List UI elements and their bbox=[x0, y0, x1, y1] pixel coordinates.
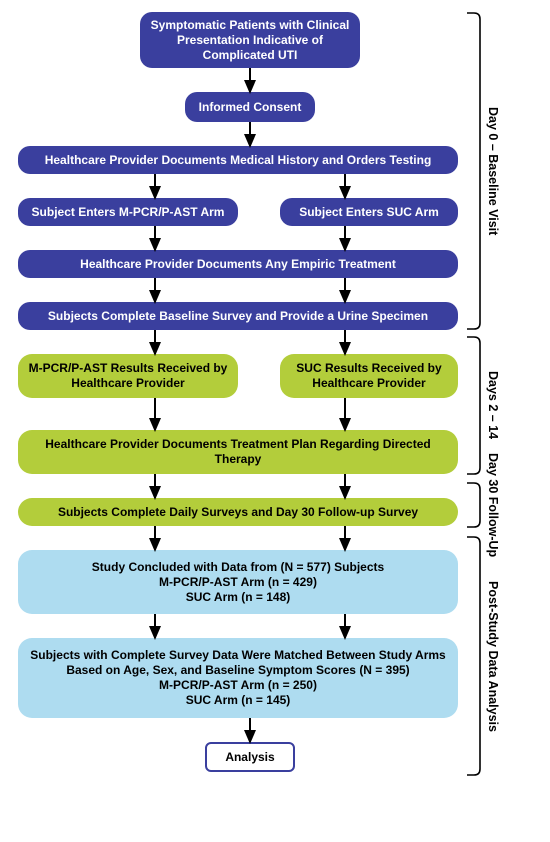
flow-box-b4b: Subject Enters SUC Arm bbox=[280, 198, 458, 226]
flow-box-g3: Subjects Complete Daily Surveys and Day … bbox=[18, 498, 458, 526]
flow-box-b5: Healthcare Provider Documents Any Empiri… bbox=[18, 250, 458, 278]
flow-box-b1: Symptomatic Patients with Clinical Prese… bbox=[140, 12, 360, 68]
phase-bracket-0 bbox=[466, 12, 482, 330]
phase-label-0: Day 0 – Baseline Visit bbox=[486, 12, 500, 330]
flow-box-g2: Healthcare Provider Documents Treatment … bbox=[18, 430, 458, 474]
phase-label-2: Day 30 Follow-Up bbox=[486, 482, 500, 528]
flow-box-b3: Healthcare Provider Documents Medical Hi… bbox=[18, 146, 458, 174]
flow-box-b2: Informed Consent bbox=[185, 92, 315, 122]
flow-box-end: Analysis bbox=[205, 742, 295, 772]
flow-box-g1b: SUC Results Received by Healthcare Provi… bbox=[280, 354, 458, 398]
phase-bracket-2 bbox=[466, 482, 482, 528]
flow-box-b4a: Subject Enters M-PCR/P-AST Arm bbox=[18, 198, 238, 226]
phase-label-3: Post-Study Data Analysis bbox=[486, 536, 500, 776]
flow-box-b6: Subjects Complete Baseline Survey and Pr… bbox=[18, 302, 458, 330]
flow-box-l1: Study Concluded with Data from (N = 577)… bbox=[18, 550, 458, 614]
flow-box-l2: Subjects with Complete Survey Data Were … bbox=[18, 638, 458, 718]
phase-bracket-1 bbox=[466, 336, 482, 475]
phase-bracket-3 bbox=[466, 536, 482, 776]
flow-box-g1a: M-PCR/P-AST Results Received by Healthca… bbox=[18, 354, 238, 398]
